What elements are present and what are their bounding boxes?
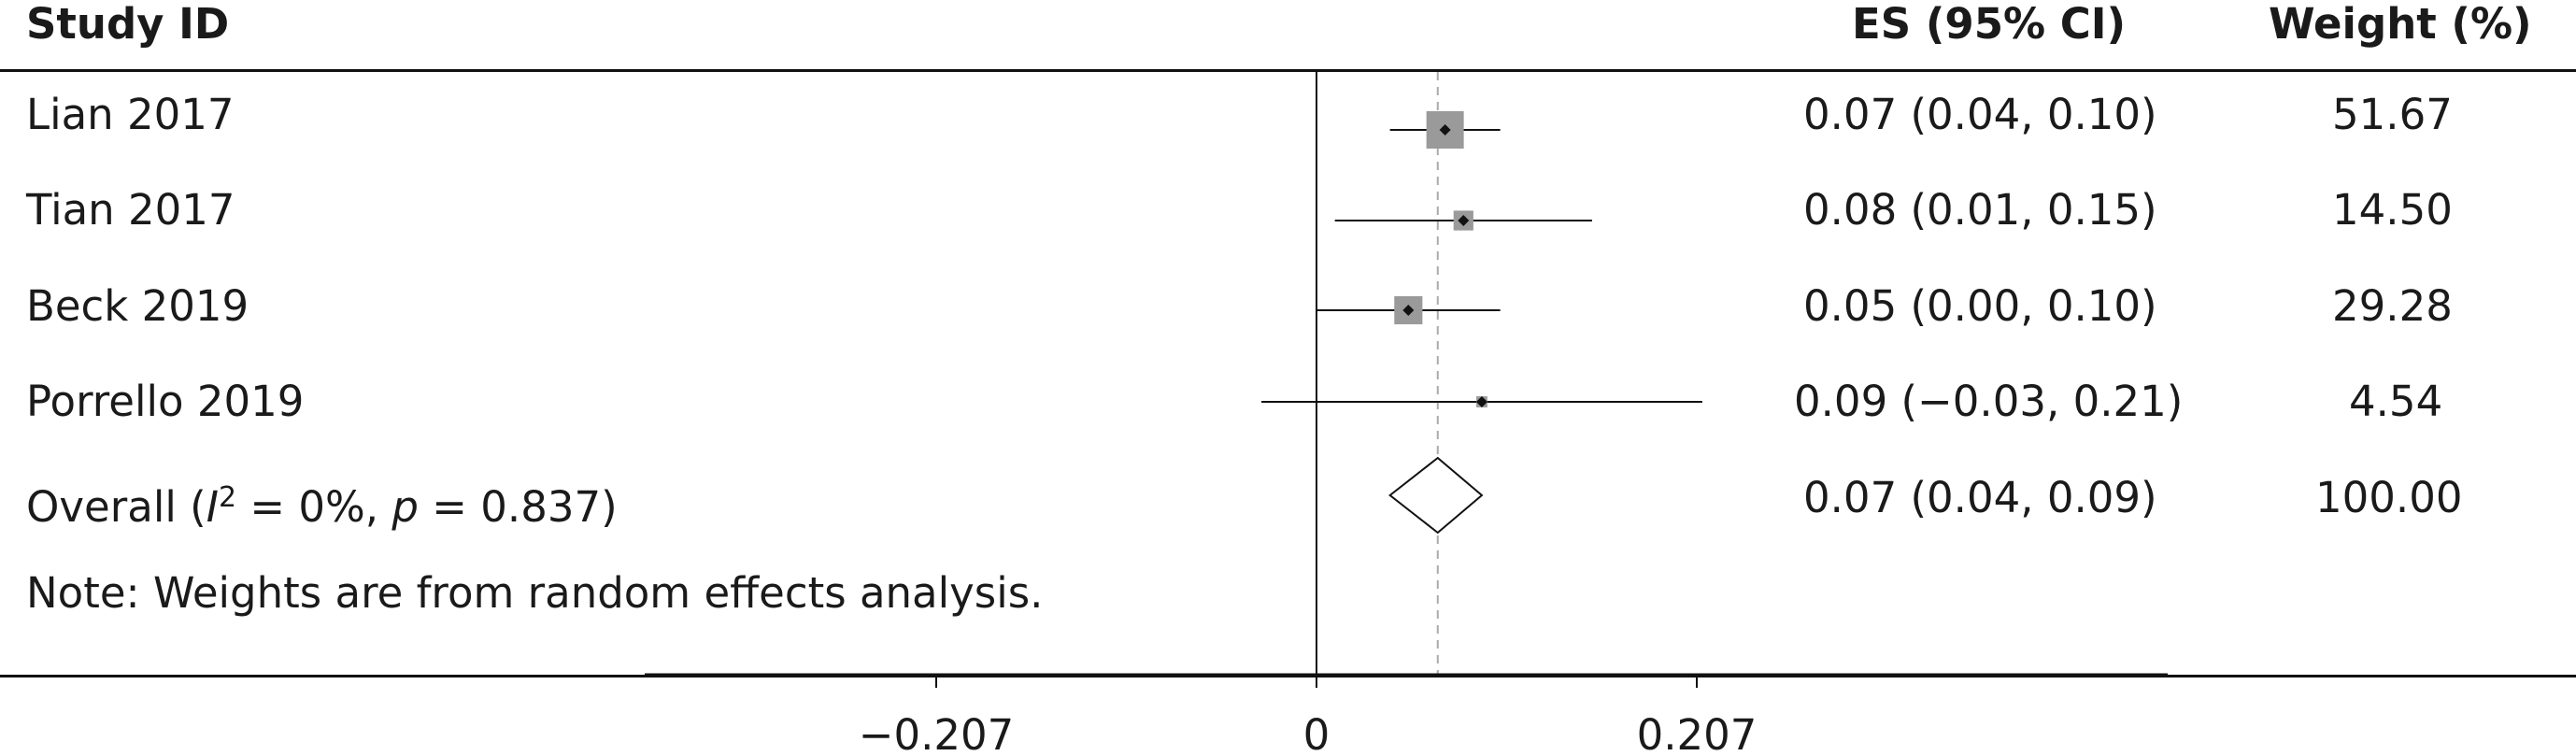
study-name-tian: Tian 2017 bbox=[26, 185, 235, 235]
study-name-porrello: Porrello 2019 bbox=[26, 377, 305, 426]
note-text: Note: Weights are from random effects an… bbox=[26, 568, 1044, 618]
study-name-beck: Beck 2019 bbox=[26, 281, 249, 331]
weight-overall: 100.00 bbox=[2315, 473, 2463, 522]
es-ci-porrello: 0.09 (−0.03, 0.21) bbox=[1794, 377, 2184, 426]
overall-label-i: I bbox=[206, 482, 219, 532]
x-tick-label-1: 0 bbox=[1303, 710, 1331, 756]
es-ci-overall: 0.07 (0.04, 0.09) bbox=[1803, 473, 2157, 522]
es-ci-lian: 0.07 (0.04, 0.10) bbox=[1803, 90, 2157, 139]
study-name-lian: Lian 2017 bbox=[26, 90, 235, 139]
x-tick-label-0: −0.207 bbox=[859, 710, 1015, 756]
header-study-id: Study ID bbox=[26, 0, 230, 49]
weight-lian: 51.67 bbox=[2332, 90, 2453, 139]
point-estimate-beck bbox=[1402, 305, 1415, 316]
es-ci-tian: 0.08 (0.01, 0.15) bbox=[1803, 185, 2157, 235]
overall-diamond bbox=[1388, 456, 1484, 535]
point-estimate-porrello bbox=[1475, 396, 1487, 407]
weight-tian: 14.50 bbox=[2332, 185, 2453, 235]
header-es-ci: ES (95% CI) bbox=[1852, 0, 2127, 49]
point-estimate-lian bbox=[1439, 124, 1451, 136]
overall-label-mid: = 0%, bbox=[236, 482, 392, 532]
x-tick-label-2: 0.207 bbox=[1637, 710, 1758, 756]
overall-label-end: = 0.837) bbox=[418, 482, 618, 532]
header-rule bbox=[0, 69, 2576, 72]
header-weight: Weight (%) bbox=[2269, 0, 2532, 49]
overall-label-sup: 2 bbox=[218, 481, 237, 514]
overall-label-p: p bbox=[391, 482, 419, 532]
weight-porrello: 4.54 bbox=[2349, 377, 2443, 426]
weight-beck: 29.28 bbox=[2332, 281, 2453, 331]
point-estimate-tian bbox=[1458, 215, 1470, 226]
overall-label-prefix: Overall ( bbox=[26, 482, 206, 532]
overall-label: Overall (I2 = 0%, p = 0.837) bbox=[26, 474, 618, 532]
es-ci-beck: 0.05 (0.00, 0.10) bbox=[1803, 281, 2157, 331]
